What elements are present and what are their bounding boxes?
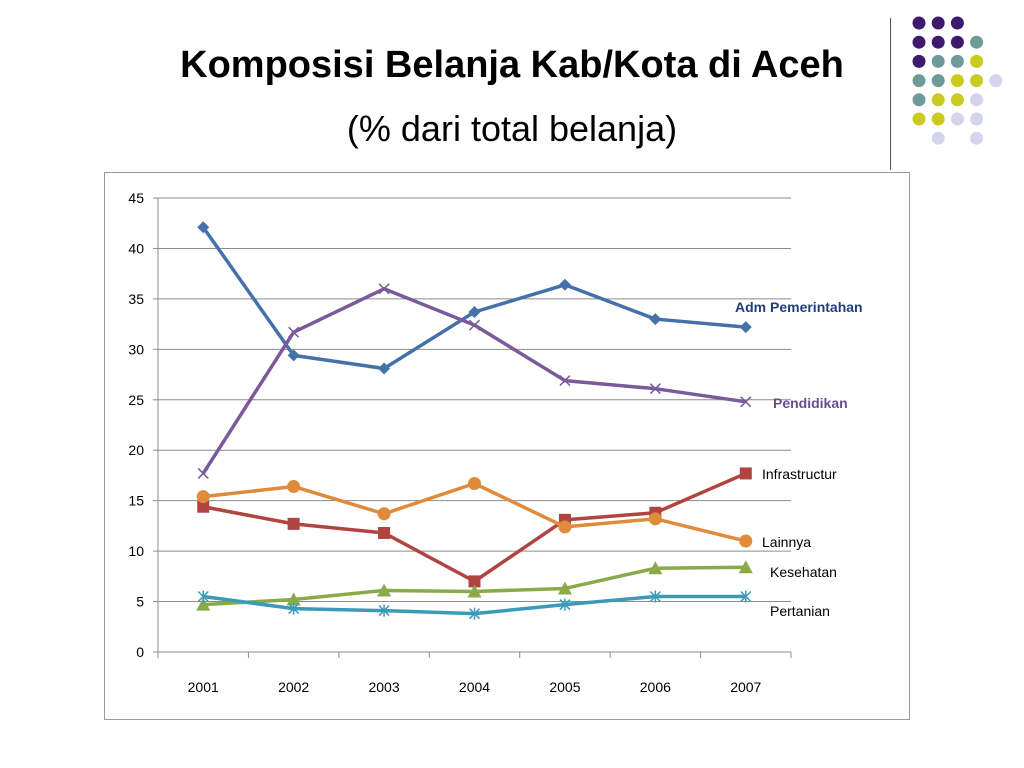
series-line-lainnya [203,481,747,543]
slide-title: Komposisi Belanja Kab/Kota di Aceh [180,44,844,86]
decoration-dot [931,131,945,145]
data-point-pertanian [378,604,390,617]
decoration-dot [950,16,964,30]
decoration-dot [931,93,945,107]
data-point-adm-pemerintahan [558,278,571,291]
y-tick-label: 10 [128,543,144,559]
decoration-dot [950,74,964,88]
decoration-dot [950,54,964,68]
y-tick-label: 35 [128,291,144,307]
data-point-pertanian [559,598,571,611]
data-point-kesehatan [557,581,572,595]
x-tick-label: 2004 [459,679,490,695]
decoration-dot [931,35,945,49]
decoration-dot [931,54,945,68]
series-label-kesehatan: Kesehatan [770,564,837,580]
x-tick-label: 2007 [730,679,761,695]
header-divider-line [890,18,891,170]
x-tick-label: 2001 [188,679,219,695]
decoration-dot [931,74,945,88]
data-point-pendidikan [468,319,481,331]
decoration-dot [912,74,926,88]
data-point-adm-pemerintahan [378,362,391,375]
y-tick-label: 45 [128,190,144,206]
data-point-infrastructur [739,467,752,480]
data-point-adm-pemerintahan [468,306,481,319]
data-point-lainnya [196,490,210,504]
y-tick-label: 0 [136,644,144,660]
data-point-kesehatan [286,592,301,606]
data-point-pertanian [288,602,300,615]
decoration-dot [950,112,964,126]
series-label-lainnya: Lainnya [762,534,811,550]
slide-subtitle: (% dari total belanja) [346,108,678,149]
data-point-lainnya [377,507,391,521]
y-tick-label: 20 [128,442,144,458]
dot-grid-decoration [912,16,1003,145]
data-point-lainnya [468,477,481,491]
line-chart: 0 5 10 15 20 25 30 35 40 45 2001 2002 2003 2004 2005 20… [128,190,863,695]
decoration-dot [970,54,984,68]
decoration-dot [970,131,984,145]
data-point-pertanian [740,590,752,603]
data-point-adm-pemerintahan [739,321,752,334]
decoration-dot [912,93,926,107]
data-point-pendidikan [197,467,209,479]
data-point-kesehatan [377,583,392,597]
series-label-adm-pemerintahan: Adm Pemerintahan [735,299,863,315]
data-point-kesehatan [648,561,663,575]
data-point-kesehatan [738,560,753,574]
x-tick-label: 2005 [549,679,580,695]
decoration-dot [989,74,1003,88]
decoration-dot [931,112,945,126]
decoration-dot [912,54,926,68]
data-point-adm-pemerintahan [197,221,210,234]
y-tick-label: 5 [136,594,144,610]
series-label-pendidikan: Pendidikan [773,395,848,411]
decoration-dot [970,74,984,88]
data-point-pertanian [468,607,481,620]
data-point-infrastructur [378,526,391,539]
data-point-pendidikan [649,383,661,395]
y-tick-label: 15 [128,493,144,509]
data-point-lainnya [287,480,301,494]
series-label-pertanian: Pertanian [770,603,830,619]
x-tick-label: 2003 [368,679,399,695]
decoration-dot [912,35,926,49]
decoration-dot [912,112,926,126]
data-point-lainnya [648,512,662,526]
data-point-adm-pemerintahan [649,313,662,326]
decoration-dot [970,93,984,107]
data-point-infrastructur [287,517,300,530]
decoration-dot [912,16,926,30]
decoration-dot [970,112,984,126]
y-tick-label: 40 [128,240,144,256]
decoration-dot [950,93,964,107]
series-label-infrastructur: Infrastructur [762,466,837,482]
data-point-lainnya [558,520,572,534]
chart-frame: 0 5 10 15 20 25 30 35 40 45 2001 2002 2003 2004 2005 20… [104,172,910,720]
data-point-pendidikan [559,375,571,387]
data-point-kesehatan [467,584,482,598]
y-tick-label: 30 [128,341,144,357]
x-tick-label: 2002 [278,679,309,695]
decoration-dot [970,35,984,49]
x-tick-label: 2006 [640,679,671,695]
data-point-lainnya [739,534,753,548]
data-point-pertanian [197,590,209,603]
data-point-adm-pemerintahan [287,349,300,362]
decoration-dot [931,16,945,30]
data-point-pendidikan [378,283,390,295]
decoration-dot [950,35,964,49]
data-point-pendidikan [740,396,752,408]
data-point-infrastructur [197,500,210,513]
data-point-pertanian [649,590,661,603]
data-point-infrastructur [468,575,481,588]
y-tick-label: 25 [128,392,144,408]
data-point-pendidikan [288,326,300,338]
data-point-kesehatan [196,597,211,611]
